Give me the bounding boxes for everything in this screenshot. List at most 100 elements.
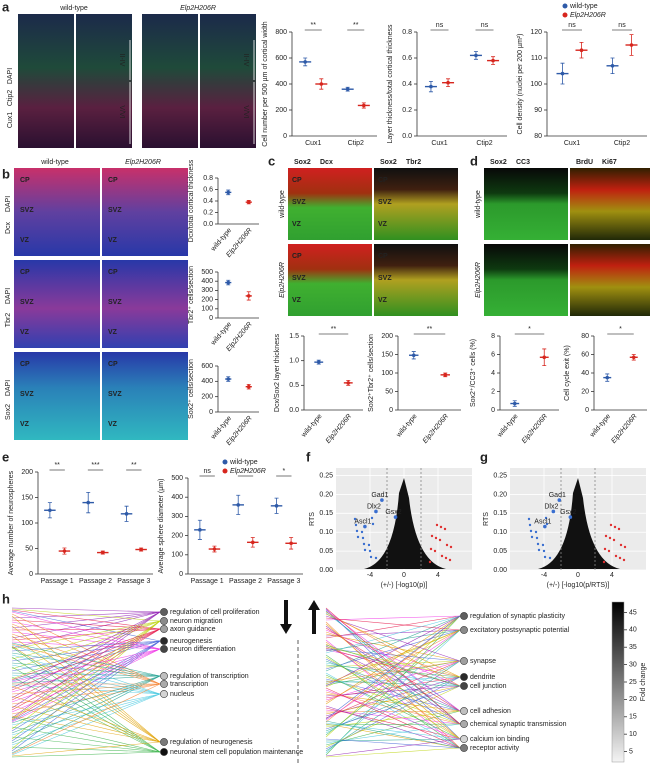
term-label: chemical synaptic transmission xyxy=(470,721,567,728)
zone-label: CP xyxy=(108,269,118,276)
x-tick-label: Passage 1 xyxy=(191,578,224,585)
y-tick-label: 90 xyxy=(534,107,542,114)
zone-label: CP xyxy=(20,269,30,276)
y-tick-label: 0 xyxy=(389,407,393,414)
pathway-link xyxy=(11,693,161,736)
micrograph xyxy=(374,244,458,316)
mean-dot xyxy=(446,80,450,85)
pathway-link xyxy=(325,722,461,740)
zone-label: VZ xyxy=(378,297,388,304)
micrograph xyxy=(142,14,198,148)
panel-label: f xyxy=(306,449,311,464)
pathway-link xyxy=(325,645,461,712)
mean-dot xyxy=(246,200,251,204)
gene-label: Ascl1 xyxy=(354,518,371,525)
gene-label: Gsx2 xyxy=(385,509,401,516)
point-decor xyxy=(370,516,374,520)
pathway-link xyxy=(11,648,161,683)
gene-label: Dlx2 xyxy=(367,503,381,510)
pathway-link xyxy=(325,710,461,713)
x-tick-label: Elp2H206R xyxy=(325,413,353,445)
pathway-link xyxy=(11,648,161,693)
zone-label: SVZ xyxy=(20,299,34,306)
term-label: neurogenesis xyxy=(170,638,213,645)
point-decor xyxy=(602,560,606,564)
x-tick-label: Ctip2 xyxy=(348,140,364,147)
point-decor xyxy=(543,555,547,559)
pathway-link xyxy=(11,623,161,685)
pathway-link xyxy=(11,751,161,758)
y-tick-label: 1.5 xyxy=(289,333,299,340)
y-tick-label: 200 xyxy=(21,469,33,476)
y-axis-title: Tbr2⁺ cells/section xyxy=(188,266,195,324)
pathway-link xyxy=(325,691,461,725)
gene-point xyxy=(543,524,547,529)
micrograph xyxy=(14,260,100,348)
pathway-link xyxy=(11,648,161,723)
micrograph xyxy=(18,14,74,148)
pathway-link xyxy=(325,738,461,749)
zone-label: SVZ xyxy=(378,199,392,206)
pathway-link xyxy=(325,615,461,705)
y-tick-label: 500 xyxy=(171,475,183,482)
y-tick-label: 300 xyxy=(201,287,213,294)
y-tick-label: 0.10 xyxy=(319,529,333,536)
y-tick-label: 0 xyxy=(283,133,287,140)
colorbar-tick-label: 40 xyxy=(629,627,637,634)
pathway-link xyxy=(11,684,161,695)
mean-dot xyxy=(250,540,255,545)
pathway-link xyxy=(325,662,461,687)
pathway-link xyxy=(11,664,161,695)
pathway-link xyxy=(325,615,461,662)
gene-label: Dlx2 xyxy=(544,503,558,510)
gene-label: Gsx2 xyxy=(560,509,576,516)
point-decor xyxy=(534,530,538,534)
pathway-link xyxy=(11,611,161,689)
y-tick-label: 0 xyxy=(585,407,589,414)
x-tick-label: Elp2H206R xyxy=(610,413,638,445)
y-tick-label: 0.2 xyxy=(203,209,213,216)
pathway-link xyxy=(11,611,161,649)
y-tick-label: 40 xyxy=(581,370,589,377)
gene-point xyxy=(374,509,378,514)
term-node xyxy=(460,657,468,665)
point-decor xyxy=(527,517,531,521)
legend-label: wild-type xyxy=(229,459,258,466)
mean-dot xyxy=(429,84,433,89)
y-tick-label: 50 xyxy=(385,388,393,395)
pathway-link xyxy=(325,629,461,687)
point-decor xyxy=(355,529,359,533)
zone-label: VZ xyxy=(378,221,388,228)
y-tick-label: 200 xyxy=(201,296,213,303)
y-tick-label: 110 xyxy=(531,55,542,62)
y-axis-title: Cell number per 500 µm of cortical width xyxy=(262,21,269,147)
pathway-link xyxy=(325,607,461,725)
point-decor xyxy=(537,548,541,552)
up-arrow xyxy=(308,600,320,634)
y-axis-title: Average number of neurospheres xyxy=(8,470,15,575)
stain-label: Ki67 xyxy=(602,159,617,166)
term-label: dendrite xyxy=(470,674,495,681)
pathway-link xyxy=(325,680,461,687)
y-tick-label: 0.8 xyxy=(402,29,412,36)
y-axis-title: Dcx/total cortical thickness xyxy=(188,159,195,242)
pathway-link xyxy=(11,611,161,719)
pathway-link xyxy=(325,710,461,728)
layer-label: II-IV xyxy=(242,54,249,67)
stain-label: Sox2 xyxy=(5,404,12,420)
x-tick-label: Passage 3 xyxy=(117,578,150,585)
mean-dot xyxy=(542,355,547,360)
y-tick-label: 200 xyxy=(171,532,183,539)
pathway-link xyxy=(325,633,461,662)
y-tick-label: 60 xyxy=(581,351,589,358)
zone-label: VZ xyxy=(108,237,118,244)
term-label: receptor activity xyxy=(470,745,520,752)
pathway-link xyxy=(325,687,461,749)
significance: ns xyxy=(436,22,444,29)
colorbar-tick-label: 15 xyxy=(629,714,637,721)
colorbar-tick-label: 35 xyxy=(629,644,637,651)
point-decor xyxy=(429,547,433,551)
point-decor xyxy=(607,549,611,553)
micrograph xyxy=(570,168,650,240)
